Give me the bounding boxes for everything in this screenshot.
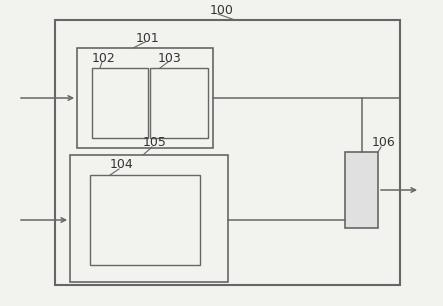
Bar — [90, 175, 200, 265]
Text: 104: 104 — [110, 159, 134, 171]
Bar — [150, 68, 208, 138]
Text: 106: 106 — [372, 136, 396, 148]
Bar — [345, 152, 378, 228]
Text: 103: 103 — [158, 51, 182, 65]
Bar — [77, 48, 213, 148]
Text: 105: 105 — [143, 136, 167, 150]
Bar — [92, 68, 148, 138]
Bar — [70, 155, 228, 282]
Text: 102: 102 — [92, 51, 116, 65]
Bar — [55, 20, 400, 285]
Text: 100: 100 — [210, 3, 234, 17]
Text: 101: 101 — [136, 32, 160, 44]
